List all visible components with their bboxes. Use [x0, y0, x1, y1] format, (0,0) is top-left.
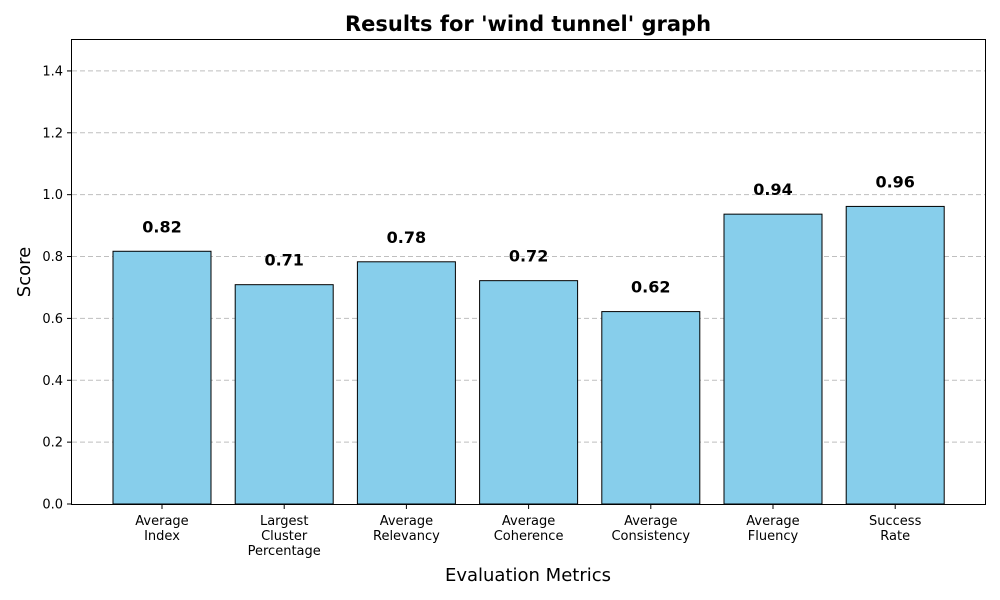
y-tick-label: 1.4 — [42, 64, 63, 79]
bar — [234, 284, 334, 505]
y-tick-label: 1.0 — [42, 188, 63, 203]
bar-value-label: 0.82 — [142, 217, 181, 236]
x-tick-label-line: Success — [869, 514, 922, 529]
y-tick-label: 0.0 — [42, 498, 63, 513]
y-axis-ticks: 0.0 0.2 0.4 0.6 0.8 1.0 1.2 1.4 — [42, 64, 72, 513]
bar — [601, 311, 701, 505]
y-tick-label: 0.8 — [42, 250, 63, 265]
y-axis-label: Score — [14, 247, 35, 297]
y-tick-label: 1.2 — [42, 126, 63, 141]
x-tick-label-line: Average — [135, 514, 188, 529]
x-tick-label: Average Coherence — [494, 514, 564, 544]
x-axis-label: Evaluation Metrics — [445, 565, 611, 586]
x-tick-label: Average Index — [135, 514, 188, 544]
x-tick-label-line: Rate — [880, 529, 910, 544]
x-tick-label-line: Cluster — [261, 529, 308, 544]
bar — [479, 280, 579, 505]
y-tick-label: 0.6 — [42, 312, 63, 327]
x-tick-label-line: Fluency — [748, 529, 799, 544]
x-tick-label: Average Fluency — [746, 514, 799, 544]
x-tick-label-line: Largest — [260, 514, 308, 529]
bar — [112, 250, 212, 505]
y-tick-label: 0.2 — [42, 436, 63, 451]
x-tick-label-line: Percentage — [248, 544, 321, 559]
bar — [723, 213, 823, 505]
bar-value-label: 0.94 — [753, 180, 792, 199]
x-tick-label: Largest Cluster Percentage — [248, 514, 321, 559]
bar-value-label: 0.72 — [509, 247, 548, 266]
x-tick-label-line: Average — [624, 514, 677, 529]
bar — [356, 261, 456, 505]
bar-layer — [112, 205, 945, 505]
bar-value-label: 0.62 — [631, 278, 670, 297]
x-tick-label-line: Average — [502, 514, 555, 529]
bar — [845, 205, 945, 505]
bar-value-label: 0.78 — [387, 228, 426, 247]
chart-title: Results for 'wind tunnel' graph — [345, 12, 711, 36]
x-tick-label: Average Consistency — [611, 514, 690, 544]
x-tick-label-line: Average — [380, 514, 433, 529]
data-label-layer: 0.82 0.71 0.78 0.72 0.62 0.94 0.96 — [142, 172, 915, 296]
x-tick-label-line: Average — [746, 514, 799, 529]
x-tick-label-line: Coherence — [494, 529, 564, 544]
x-tick-label-line: Relevancy — [373, 529, 440, 544]
x-tick-label: Success Rate — [869, 514, 922, 544]
x-tick-label-line: Index — [144, 529, 180, 544]
x-tick-label: Average Relevancy — [373, 514, 440, 544]
bar-value-label: 0.71 — [264, 251, 303, 270]
x-tick-label-line: Consistency — [611, 529, 690, 544]
bar-value-label: 0.96 — [875, 172, 914, 191]
y-tick-label: 0.4 — [42, 374, 63, 389]
